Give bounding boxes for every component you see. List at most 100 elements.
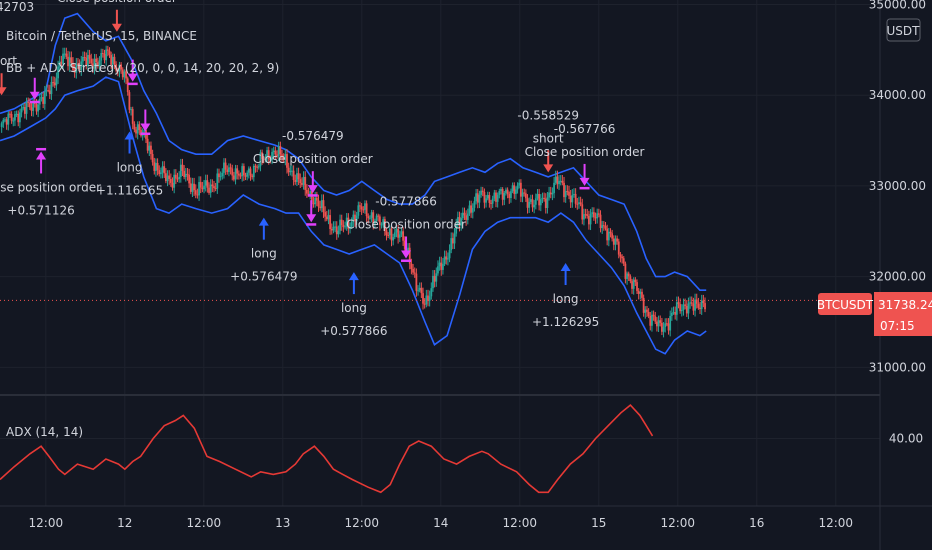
candle-body xyxy=(360,206,363,210)
candle-body xyxy=(242,166,245,176)
candle-body xyxy=(9,113,11,115)
candle-body xyxy=(252,165,255,178)
candle-body xyxy=(556,176,559,185)
symbol-legend[interactable]: Bitcoin / TetherUS, 15, BINANCE xyxy=(6,29,197,43)
candle-body xyxy=(194,190,197,195)
close-arrow-head xyxy=(36,151,47,160)
candle-body xyxy=(612,238,615,245)
candle-body xyxy=(289,170,292,173)
candle-body xyxy=(498,190,501,195)
candle-body xyxy=(388,228,391,236)
candle-body xyxy=(325,216,328,220)
candle-body xyxy=(246,172,249,177)
close-marker-bar xyxy=(306,223,317,226)
candle-body xyxy=(14,114,16,121)
currency-button[interactable]: USDT xyxy=(886,18,921,42)
candle-body xyxy=(471,207,474,213)
candle-body xyxy=(375,215,378,221)
candle-body xyxy=(91,63,94,69)
candle-body xyxy=(574,193,577,204)
candle-body xyxy=(357,205,360,216)
candle-body xyxy=(259,152,262,167)
price-axis[interactable]: 35000.00 34000.00 33000.00 32000.00 31000.00 xyxy=(869,0,926,374)
candle-body xyxy=(704,303,706,310)
signal-label: +1.126295 xyxy=(532,315,599,329)
candle-body xyxy=(17,113,20,123)
candle-body xyxy=(83,56,86,58)
candle-body xyxy=(677,302,680,305)
candle-body xyxy=(286,154,288,168)
candle-body xyxy=(481,190,484,193)
short-arrow-head xyxy=(543,164,554,173)
candle-body xyxy=(518,182,521,186)
candle-body xyxy=(73,70,76,73)
candle-body xyxy=(184,173,187,178)
candle-body xyxy=(257,166,260,168)
candle-body xyxy=(171,182,174,188)
candle-body xyxy=(209,184,212,193)
candle-body xyxy=(508,193,511,198)
candle-body xyxy=(58,61,61,67)
candle-body xyxy=(317,200,320,207)
candle-body xyxy=(395,228,398,233)
candle-body xyxy=(324,212,327,217)
candle-body xyxy=(636,282,638,291)
candle-body xyxy=(345,217,348,227)
candle-body xyxy=(644,309,647,313)
candle-body xyxy=(218,173,220,178)
candle-body xyxy=(420,287,423,294)
time-axis[interactable]: 12:00 12 12:00 13 12:00 14 12:00 15 12:00 16 12:00 xyxy=(29,516,854,530)
candle-body xyxy=(181,164,184,171)
candle-body xyxy=(446,258,449,260)
last-price-tag: 31738.24 07:15 xyxy=(874,292,932,336)
candle-body xyxy=(12,120,15,122)
candle-body xyxy=(128,92,131,110)
strategy-legend[interactable]: BB + ADX Strategy (20, 0, 0, 14, 20, 20,… xyxy=(6,61,279,75)
candle-body xyxy=(652,314,655,317)
adx-axis[interactable]: 40.00 xyxy=(889,431,923,445)
candle-body xyxy=(690,302,693,304)
candle-body xyxy=(291,170,293,172)
candle-body xyxy=(100,52,103,61)
candle-body xyxy=(120,64,122,70)
candle-body xyxy=(544,198,547,208)
candle-body xyxy=(37,104,40,112)
candle-body xyxy=(161,166,164,173)
candle-body xyxy=(30,107,33,111)
candle-body xyxy=(526,198,529,208)
candle-body xyxy=(606,228,609,241)
candle-body xyxy=(90,58,93,64)
candle-body xyxy=(511,185,514,192)
time-axis-label: 12:00 xyxy=(344,516,379,530)
candle-body xyxy=(199,182,202,188)
adx-legend[interactable]: ADX (14, 14) xyxy=(6,425,83,439)
candle-body xyxy=(146,138,149,151)
candle-body xyxy=(548,192,550,198)
candle-body xyxy=(382,219,385,225)
close-arrow-head xyxy=(401,250,412,259)
candle-body xyxy=(188,174,191,184)
candle-body xyxy=(274,150,277,155)
signal-label: long xyxy=(251,247,277,261)
candle-body xyxy=(359,205,361,207)
close-arrow-head xyxy=(307,185,318,194)
candle-body xyxy=(390,228,393,241)
candle-body xyxy=(228,167,230,172)
candle-body xyxy=(412,268,414,273)
candle-body xyxy=(301,183,303,185)
candle-body xyxy=(475,193,478,202)
candle-body xyxy=(19,112,21,123)
candle-body xyxy=(667,323,670,331)
candle-body xyxy=(554,176,557,183)
candle-body xyxy=(277,146,280,157)
candle-body xyxy=(584,214,587,216)
candle-body xyxy=(130,109,132,111)
signal-label: +1.116565 xyxy=(96,184,163,198)
candle-body xyxy=(549,192,552,195)
candle-body xyxy=(67,56,69,67)
candle-body xyxy=(659,320,662,323)
candle-body xyxy=(55,78,58,86)
candle-body xyxy=(266,150,268,158)
time-axis-label: 15 xyxy=(591,516,606,530)
